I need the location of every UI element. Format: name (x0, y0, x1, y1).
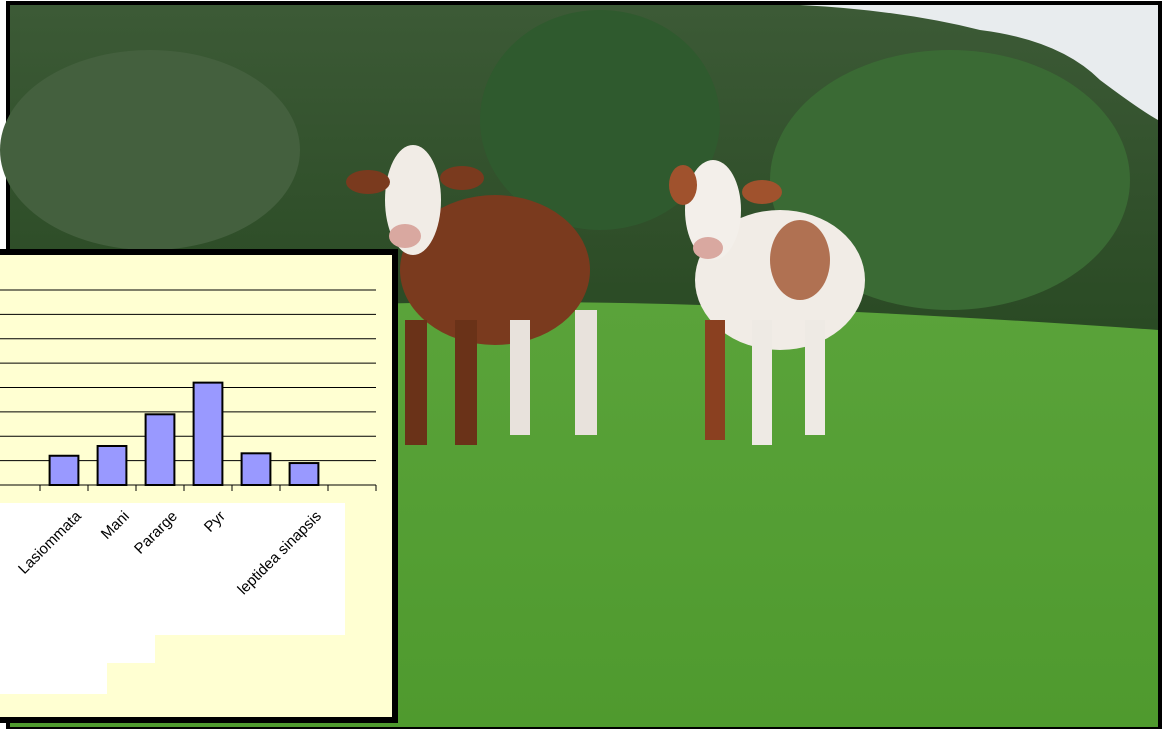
label-mask (0, 630, 155, 663)
bar (96, 445, 128, 486)
bar (144, 413, 176, 486)
bar (48, 454, 80, 486)
cow-left (346, 145, 597, 445)
bar (288, 462, 320, 486)
label-mask (0, 660, 107, 694)
bar (240, 452, 272, 486)
cow-right (669, 160, 865, 445)
bar (192, 381, 224, 486)
label-mask (0, 503, 345, 635)
